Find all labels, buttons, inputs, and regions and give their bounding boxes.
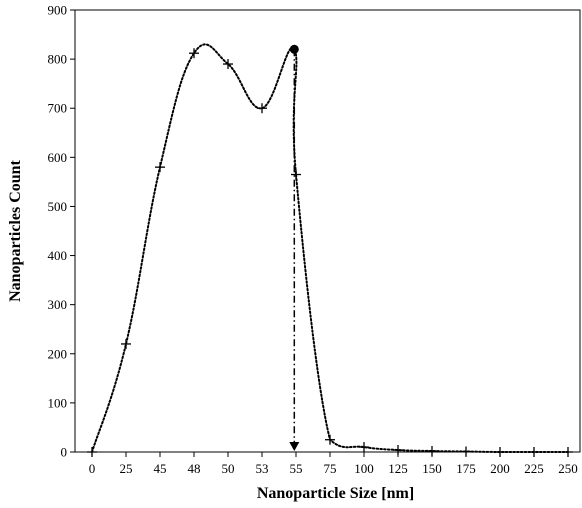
x-axis-title: Nanoparticle Size [nm] xyxy=(257,485,414,502)
data-point-marker xyxy=(427,446,437,457)
data-point-marker xyxy=(155,162,165,173)
x-tick-label: 53 xyxy=(256,461,269,476)
x-tick-label: 225 xyxy=(524,461,544,476)
y-tick-label: 400 xyxy=(48,248,68,263)
y-tick-label: 600 xyxy=(48,150,68,165)
x-tick-label: 48 xyxy=(188,461,201,476)
data-point-marker xyxy=(121,338,131,349)
y-tick-label: 800 xyxy=(48,52,68,67)
peak-arrowhead xyxy=(289,442,300,451)
y-axis-ticks: 0 100 200 300 400 500 600 700 800 900 xyxy=(48,3,75,460)
x-tick-label: 175 xyxy=(456,461,476,476)
plot-frame xyxy=(74,9,581,453)
x-axis-ticks: 0 25 45 48 50 53 55 75 100 125 150 175 200 225 250 xyxy=(89,452,578,476)
data-point-marker xyxy=(393,445,403,456)
y-tick-label: 300 xyxy=(48,297,68,312)
data-point-marker xyxy=(223,59,233,70)
data-point-marker xyxy=(189,48,199,59)
y-tick-label: 700 xyxy=(48,101,68,116)
data-point-marker xyxy=(291,169,301,180)
y-tick-label: 500 xyxy=(48,199,68,214)
x-tick-label: 150 xyxy=(422,461,442,476)
data-point-marker xyxy=(359,442,369,453)
y-tick-label: 900 xyxy=(48,3,68,18)
x-tick-label: 125 xyxy=(388,461,408,476)
peak-dot xyxy=(289,44,299,54)
y-axis-title: Nanoparticles Count xyxy=(7,159,24,301)
x-tick-label: 200 xyxy=(490,461,510,476)
y-tick-label: 0 xyxy=(61,445,68,460)
data-point-marker xyxy=(257,103,267,114)
x-tick-label: 75 xyxy=(324,461,337,476)
x-tick-label: 100 xyxy=(354,461,374,476)
data-point-marker xyxy=(325,434,335,445)
annotation-layer xyxy=(289,44,300,451)
x-tick-label: 0 xyxy=(89,461,96,476)
x-tick-label: 50 xyxy=(222,461,235,476)
x-tick-label: 25 xyxy=(120,461,133,476)
x-tick-label: 250 xyxy=(558,461,578,476)
y-tick-label: 100 xyxy=(48,395,68,410)
y-tick-label: 200 xyxy=(48,346,68,361)
x-tick-label: 55 xyxy=(290,461,303,476)
x-tick-label: 45 xyxy=(154,461,167,476)
